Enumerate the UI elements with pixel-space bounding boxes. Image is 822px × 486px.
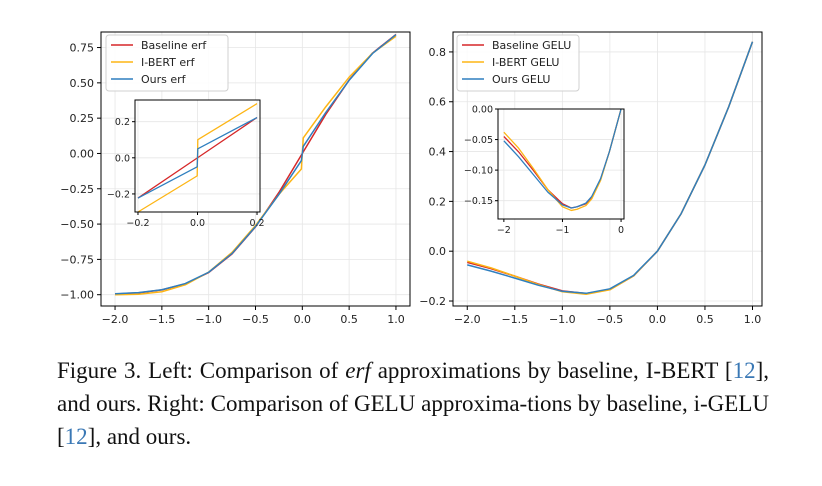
legend-label: Ours GELU: [492, 73, 551, 86]
caption-text-3: ], and ours. Right: Comparison of GELU a…: [57, 358, 769, 449]
inset-y-tick-label: −0.2: [107, 189, 130, 200]
y-tick-label: −0.25: [60, 183, 94, 196]
y-tick-label: −0.2: [419, 295, 446, 308]
legend: Baseline GELU I-BERT GELU Ours GELU: [456, 34, 580, 92]
inset-plot: −2 −1 0 −0.15 −0.10 −0.05 0.00: [464, 105, 625, 236]
x-tick-label: 0.5: [696, 313, 714, 326]
inset-y-tick-label: −0.05: [464, 135, 493, 146]
y-tick-label: 0.75: [70, 42, 95, 55]
figure: −2.0 −1.5 −1.0 −0.5 0.0 0.5 1.0−1.00−0.75−0.50…: [60, 31, 763, 326]
inset-x-tick-label: 0: [618, 225, 624, 236]
y-tick-label: 0.00: [70, 147, 95, 160]
inset-plot: −0.2 0.0 0.2 −0.2 0.0 0.2: [107, 99, 265, 229]
caption-text-4: ], and ours.: [87, 424, 192, 449]
x-tick-label: 0.0: [649, 313, 667, 326]
legend-label: I-BERT erf: [141, 56, 196, 69]
y-tick-label: 0.25: [70, 112, 95, 125]
legend-label: I-BERT GELU: [492, 56, 559, 69]
x-tick-label: 1.0: [744, 313, 762, 326]
x-tick-label: −1.0: [195, 313, 222, 326]
inset-y-tick-label: 0.0: [115, 153, 130, 164]
inset-series-line-ours: [137, 116, 258, 199]
legend-box: [456, 34, 580, 92]
caption-citation-link[interactable]: 12: [732, 358, 756, 383]
y-tick-label: 0.2: [429, 195, 447, 208]
inset-x-tick-label: 0.2: [249, 218, 264, 229]
x-tick-label: −1.5: [149, 313, 176, 326]
x-tick-label: −2.0: [454, 313, 481, 326]
x-tick-label: 0.5: [340, 313, 358, 326]
y-tick-label: 0.8: [429, 46, 447, 59]
y-tick-label: 0.4: [429, 146, 447, 159]
inset-frame: [497, 108, 625, 220]
x-tick-label: −1.0: [549, 313, 576, 326]
legend: Baseline erf I-BERT erf Ours erf: [105, 34, 229, 92]
y-tick-label: −0.75: [60, 253, 94, 266]
legend-box: [105, 34, 229, 92]
inset-y-tick-label: −0.10: [464, 166, 493, 177]
legend-label: Baseline GELU: [492, 39, 571, 52]
x-tick-label: −0.5: [242, 313, 269, 326]
caption-text-2: approximations by baseline, I-BERT [: [370, 358, 733, 383]
caption-text-1: Left: Comparison of: [141, 358, 346, 383]
inset-series-line-ours: [503, 108, 622, 209]
legend-label: Baseline erf: [141, 39, 207, 52]
x-tick-label: 1.0: [387, 313, 405, 326]
inset-x-tick-label: −1: [555, 225, 569, 236]
x-tick-label: −0.5: [597, 313, 624, 326]
x-tick-label: −1.5: [501, 313, 528, 326]
y-tick-label: −1.00: [60, 289, 94, 302]
inset-x-tick-label: −2: [497, 225, 511, 236]
caption-label: Figure 3.: [57, 358, 142, 383]
caption-citation-link[interactable]: 12: [64, 424, 88, 449]
legend-label: Ours erf: [141, 73, 187, 86]
inset-y-tick-label: 0.00: [472, 105, 493, 116]
chart-panel-left: −2.0 −1.5 −1.0 −0.5 0.0 0.5 1.0 −1.00 −0.75 −0.50…: [60, 31, 411, 326]
chart-panel-right: −2.0 −1.5 −1.0 −0.5 0.0 0.5 1.0 −0.2 0.0 0.2 0.4 0.…: [419, 31, 763, 326]
figure-caption: Figure 3. Left: Comparison of erf approx…: [57, 354, 769, 453]
x-tick-label: −2.0: [102, 313, 129, 326]
y-tick-label: 0.50: [70, 77, 95, 90]
x-tick-label: 0.0: [294, 313, 312, 326]
series-line-ours: [467, 41, 754, 295]
y-tick-label: 0.6: [429, 96, 447, 109]
inset-x-tick-label: 0.0: [190, 218, 205, 229]
inset-y-tick-label: 0.2: [115, 117, 130, 128]
y-tick-label: −0.50: [60, 218, 94, 231]
series-line-ours: [115, 34, 397, 295]
inset-x-tick-label: −0.2: [126, 218, 149, 229]
caption-italic-erf: erf: [345, 358, 371, 383]
plot-frame: [452, 31, 763, 307]
inset-y-tick-label: −0.15: [464, 196, 493, 207]
y-tick-label: 0.0: [429, 245, 447, 258]
